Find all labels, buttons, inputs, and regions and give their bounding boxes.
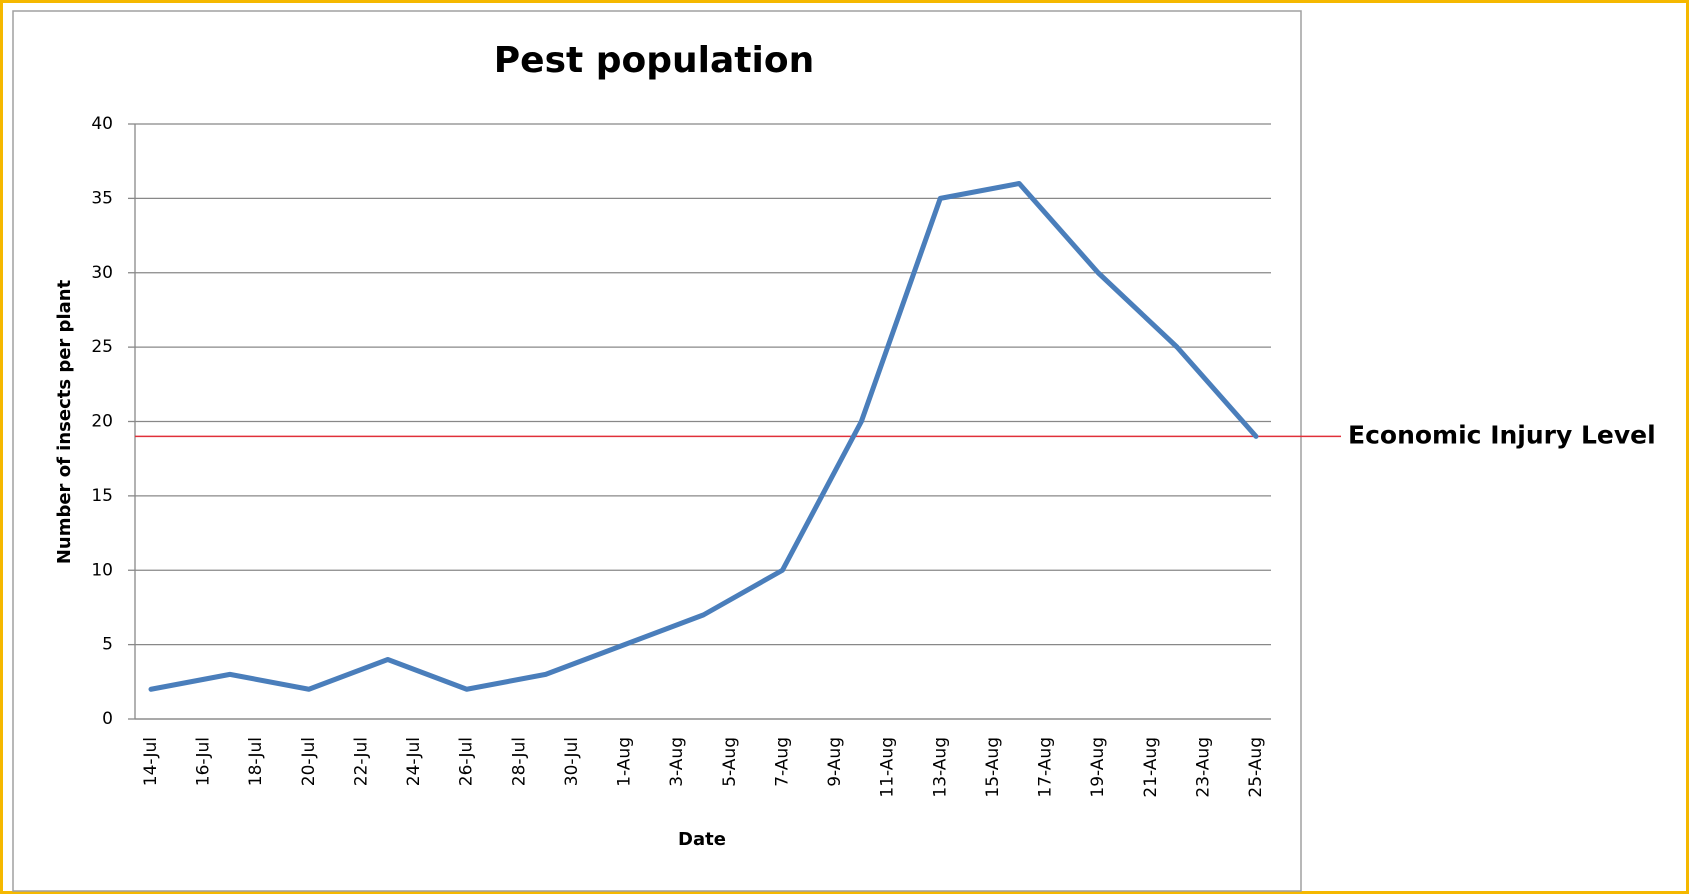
x-axis-title: Date xyxy=(678,829,726,850)
x-tick-label: 22-Jul xyxy=(351,737,371,786)
x-tick-label: 5-Aug xyxy=(720,737,740,787)
series-line xyxy=(148,181,1259,692)
x-tick-label: 21-Aug xyxy=(1141,737,1161,798)
x-tick-label: 19-Aug xyxy=(1088,737,1108,798)
y-tick-label: 0 xyxy=(102,709,113,729)
chart-title: Pest population xyxy=(494,40,814,81)
chart-border xyxy=(12,10,1302,892)
y-axis-title: Number of insects per plant xyxy=(54,279,75,564)
y-tick-label: 10 xyxy=(91,560,113,580)
x-tick-label: 24-Jul xyxy=(404,737,424,786)
y-tick-label: 25 xyxy=(91,337,113,357)
x-tick-label: 26-Jul xyxy=(457,737,477,786)
x-tick-label: 1-Aug xyxy=(615,737,635,787)
x-tick-label: 18-Jul xyxy=(246,737,266,786)
x-tick-label: 20-Jul xyxy=(299,737,319,786)
x-tick-label: 23-Aug xyxy=(1193,737,1213,798)
x-tick-label: 9-Aug xyxy=(825,737,845,787)
threshold-label: Economic Injury Level xyxy=(1348,420,1656,449)
x-tick-label: 17-Aug xyxy=(1036,737,1056,798)
y-tick-label: 15 xyxy=(91,486,113,506)
x-tick-label: 11-Aug xyxy=(878,737,898,798)
x-tick-label: 7-Aug xyxy=(772,737,792,787)
x-tick-label: 15-Aug xyxy=(983,737,1003,798)
x-tick-label: 14-Jul xyxy=(141,737,161,786)
y-tick-label: 40 xyxy=(91,114,113,134)
y-tick-label: 35 xyxy=(91,188,113,208)
x-tick-label: 30-Jul xyxy=(562,737,582,786)
y-tick-label: 30 xyxy=(91,263,113,283)
x-tick-label: 28-Jul xyxy=(509,737,529,786)
x-tick-label: 13-Aug xyxy=(930,737,950,798)
x-tick-label: 3-Aug xyxy=(667,737,687,787)
y-tick-label: 5 xyxy=(102,635,113,655)
x-tick-label: 25-Aug xyxy=(1246,737,1266,798)
x-tick-label: 16-Jul xyxy=(194,737,214,786)
y-tick-label: 20 xyxy=(91,412,113,432)
